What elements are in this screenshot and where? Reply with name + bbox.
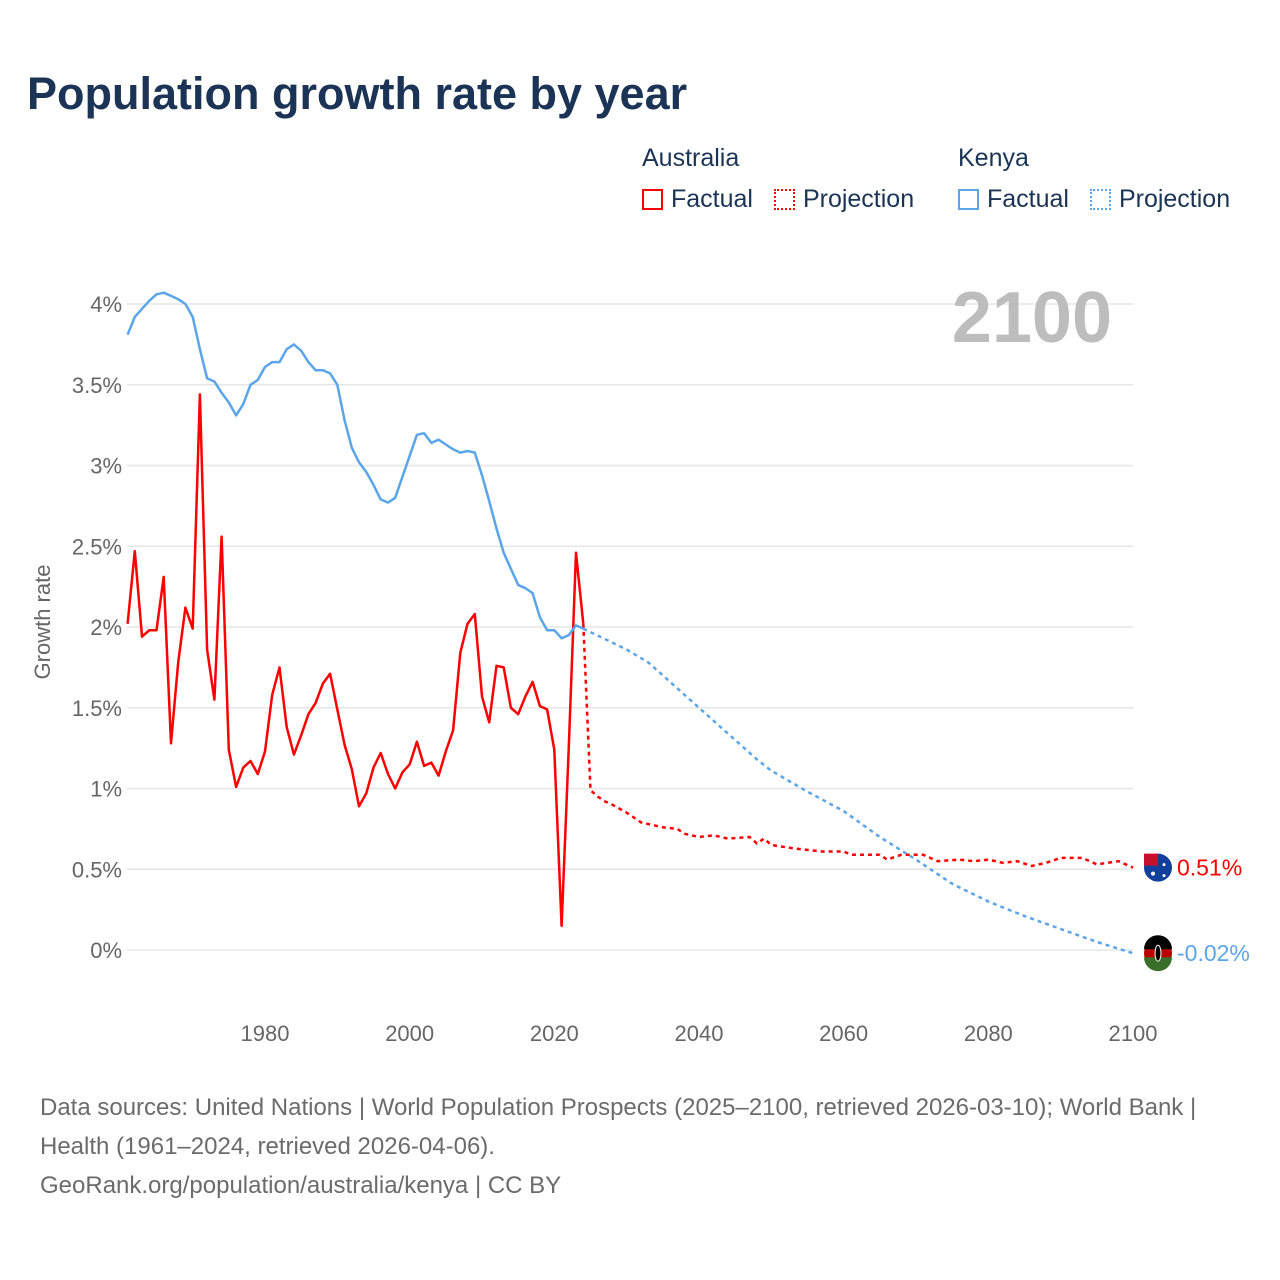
legend-country: Australia xyxy=(642,144,740,172)
y-axis-label: Growth rate xyxy=(30,565,55,680)
flag-star xyxy=(1162,863,1166,867)
legend-label: Projection xyxy=(802,185,915,213)
y-tick-label: 2% xyxy=(90,615,122,640)
legend-projection[interactable]: Projection xyxy=(1089,185,1231,214)
flag-star xyxy=(1151,871,1155,876)
data-sources: Data sources: United Nations | World Pop… xyxy=(40,1088,1240,1205)
legend-projection[interactable]: Projection xyxy=(773,185,915,214)
flag-black-band xyxy=(1144,935,1172,950)
y-tick-label: 3% xyxy=(90,454,122,479)
legend-label: Projection xyxy=(1118,185,1231,213)
projection-swatch xyxy=(773,189,795,210)
projection-swatch xyxy=(1089,189,1111,210)
x-tick-label: 2000 xyxy=(385,1021,434,1046)
flag-kenya-icon xyxy=(1144,935,1172,972)
x-tick-label: 1980 xyxy=(241,1021,290,1046)
legend-australia: Australia Factual Projection xyxy=(642,144,928,217)
y-tick-label: 2.5% xyxy=(72,534,122,559)
flag-australia-icon xyxy=(1144,853,1172,882)
flag-green-band xyxy=(1144,957,1172,972)
factual-swatch xyxy=(642,189,663,210)
year-overlay: 2100 xyxy=(952,278,1112,358)
x-tick-label: 2020 xyxy=(530,1021,579,1046)
flag-star xyxy=(1162,874,1166,878)
attribution-link[interactable]: GeoRank.org/population/australia/kenya |… xyxy=(40,1172,562,1199)
y-tick-label: 3.5% xyxy=(72,373,122,398)
chart-title: Population growth rate by year xyxy=(27,68,688,119)
flag-union-jack xyxy=(1144,853,1158,866)
factual-line-australia xyxy=(126,393,585,928)
x-tick-label: 2040 xyxy=(675,1021,724,1046)
legend-label: Factual xyxy=(987,185,1069,213)
y-tick-label: 4% xyxy=(90,292,122,317)
end-value-label: -0.02% xyxy=(1177,940,1250,966)
x-tick-label: 2060 xyxy=(819,1021,868,1046)
legend-country: Kenya xyxy=(958,144,1029,172)
sources-text: Data sources: United Nations | World Pop… xyxy=(40,1094,1197,1160)
projection-line-kenya xyxy=(582,627,1134,955)
y-tick-label: 0.5% xyxy=(72,857,122,882)
legend-factual[interactable]: Factual xyxy=(958,185,1069,214)
legend-kenya: Kenya Factual Projection xyxy=(958,144,1244,217)
factual-line-kenya xyxy=(126,291,584,640)
legend-factual[interactable]: Factual xyxy=(642,185,753,214)
y-tick-label: 0% xyxy=(90,938,122,963)
y-tick-label: 1% xyxy=(90,777,122,802)
projection-line-australia xyxy=(582,623,1134,869)
factual-swatch xyxy=(958,189,979,210)
line-chart: 0% 0.5% 1% 1.5% 2% 2.5% 3% 3.5% 4% 1980 2000 2020 20… xyxy=(30,278,1250,1046)
x-tick-label: 2100 xyxy=(1109,1021,1158,1046)
y-tick-label: 1.5% xyxy=(72,696,122,721)
x-tick-label: 2080 xyxy=(964,1021,1013,1046)
end-value-label: 0.51% xyxy=(1177,855,1242,881)
flag-shield xyxy=(1154,944,1162,962)
legend-label: Factual xyxy=(671,185,753,213)
